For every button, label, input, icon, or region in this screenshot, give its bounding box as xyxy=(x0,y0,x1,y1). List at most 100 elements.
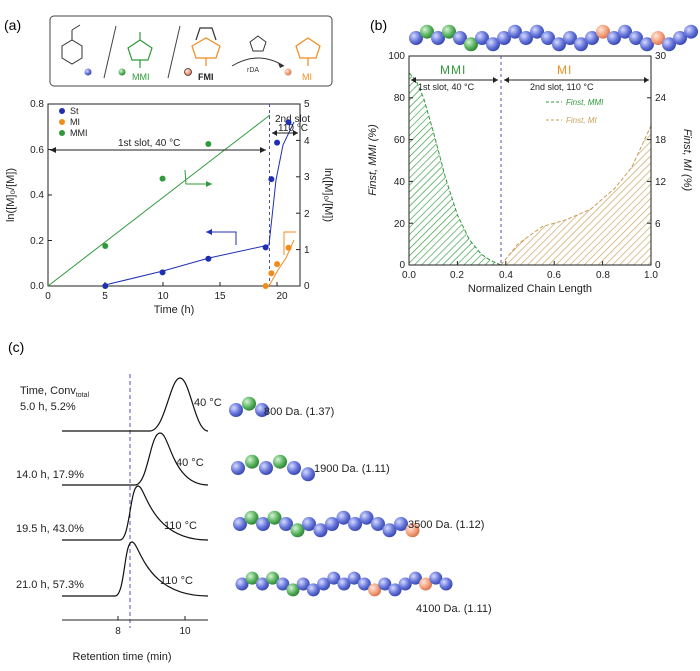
styrene-bead xyxy=(306,583,320,597)
x-tick-a: 20 xyxy=(276,291,288,302)
legend-b: Finst, MMI Finst, MI xyxy=(546,98,604,125)
styrene-bead xyxy=(409,31,423,45)
styrene-bead xyxy=(585,31,599,45)
trace-temp: 110 °C xyxy=(160,575,193,587)
panel-a-label: (a) xyxy=(4,17,21,33)
styrene-bead xyxy=(279,517,293,531)
styrene-bead xyxy=(313,523,328,538)
mmi-bead xyxy=(464,37,478,52)
y-tick-right-a: 3 xyxy=(304,172,310,183)
mmi-bead xyxy=(242,396,256,411)
mi-bead xyxy=(368,583,382,597)
header-c-main: Time, Conv xyxy=(20,385,76,397)
chains-c xyxy=(229,396,453,597)
mmi-bead xyxy=(267,510,282,525)
styrene-bead xyxy=(255,403,269,417)
data-point-st xyxy=(274,139,281,146)
y-tick-left-a: 0.8 xyxy=(30,99,44,110)
markers-a xyxy=(102,119,292,289)
gpc-trace xyxy=(62,485,209,541)
mmi-axis-pointer xyxy=(184,169,212,185)
trace-time: 5.0 h, 5.2% xyxy=(20,401,76,413)
styrene-bead xyxy=(475,31,489,45)
mw-label: 800 Da. (1.37) xyxy=(264,406,334,418)
styrene-bead xyxy=(348,517,362,531)
styrene-bead xyxy=(519,31,533,45)
y-tick-right-b: 18 xyxy=(655,135,667,146)
y-axis-label-right-a: ln([M]₀/[M]) xyxy=(322,168,334,222)
styrene-bead xyxy=(640,37,654,52)
data-point-mmi xyxy=(205,141,212,148)
styrene-bead xyxy=(296,577,310,591)
styrene-structure xyxy=(61,24,83,65)
styrene-bead xyxy=(347,571,361,585)
scheme-rda-label: rDA xyxy=(247,67,259,74)
data-point-mi xyxy=(274,261,281,268)
x-tick-b: 0.0 xyxy=(402,270,416,281)
mmi-bead xyxy=(266,571,280,585)
mi-area xyxy=(499,125,652,266)
rda-arrow xyxy=(231,57,285,67)
y-tick-right-a: 4 xyxy=(304,136,310,147)
gpc-trace xyxy=(62,432,209,486)
styrene-bead xyxy=(255,577,269,591)
styrene-bead xyxy=(574,37,588,52)
x-tick-c: 10 xyxy=(179,626,191,637)
styrene-bead xyxy=(541,31,555,45)
styrene-bead xyxy=(325,517,339,531)
styrene-bead xyxy=(235,577,249,591)
panel-b-label: (b) xyxy=(370,17,387,33)
x-axis-a: 0 5 10 15 20 xyxy=(45,282,288,302)
styrene-bead xyxy=(388,583,402,597)
data-point-mi xyxy=(262,283,269,289)
x-tick-a: 0 xyxy=(45,291,51,302)
y-axis-label-right-b: Finst, MI (%) xyxy=(681,129,693,192)
styrene-bead xyxy=(497,31,511,45)
styrene-bead xyxy=(398,577,412,591)
y-tick-right-b: 6 xyxy=(655,219,661,230)
styrene-bead xyxy=(336,510,351,525)
data-point-st xyxy=(268,176,275,183)
mi-bead xyxy=(419,577,433,591)
styrene-bead xyxy=(256,517,270,531)
furan-structure xyxy=(249,35,267,52)
styrene-bead xyxy=(552,37,566,52)
y-tick-left-a: 0.2 xyxy=(30,236,44,247)
mmi-structure xyxy=(127,32,153,68)
data-point-mmi xyxy=(159,175,166,182)
mmi-title-b: MMI xyxy=(440,63,466,77)
mi-title-b: MI xyxy=(557,63,572,77)
data-point-st xyxy=(205,255,212,262)
trace-temp: 40 °C xyxy=(176,457,204,469)
gpc-trace xyxy=(62,541,209,597)
styrene-bead xyxy=(508,24,522,39)
styrene-bead xyxy=(382,523,397,538)
styrene-bead xyxy=(453,31,467,45)
y-tick-right-a: 5 xyxy=(304,99,310,110)
mmi-bead xyxy=(290,523,305,538)
y-tick-left-a: 0.4 xyxy=(30,190,44,201)
mw-label: 1900 Da. (1.11) xyxy=(314,463,390,475)
styrene-bead xyxy=(301,467,315,482)
x-axis-label-a: Time (h) xyxy=(154,304,195,316)
styrene-bead xyxy=(302,517,316,531)
x-tick-a: 15 xyxy=(214,291,226,302)
mmi-bead xyxy=(245,454,259,469)
styrene-bead xyxy=(394,517,408,531)
mi-bead xyxy=(405,523,420,538)
scheme-mmi-label: MMI xyxy=(132,72,150,82)
legend-item: MI xyxy=(70,117,80,127)
styrene-bead xyxy=(429,571,443,585)
styrene-bead xyxy=(378,577,392,591)
y-tick-right-a: 1 xyxy=(304,245,310,256)
y-tick-right-b: 0 xyxy=(655,260,661,271)
styrene-bead xyxy=(629,31,643,45)
styrene-bead xyxy=(327,571,341,585)
trace-temp: 40 °C xyxy=(194,397,222,409)
y-tick-left-b: 40 xyxy=(394,177,406,188)
y-axis-label-left-b: Finst, MMI (%) xyxy=(367,124,379,196)
panel-c-label: (c) xyxy=(8,339,24,355)
x-tick-a: 10 xyxy=(157,291,169,302)
mi-axis-pointer xyxy=(283,231,296,255)
styrene-bead xyxy=(563,31,577,45)
